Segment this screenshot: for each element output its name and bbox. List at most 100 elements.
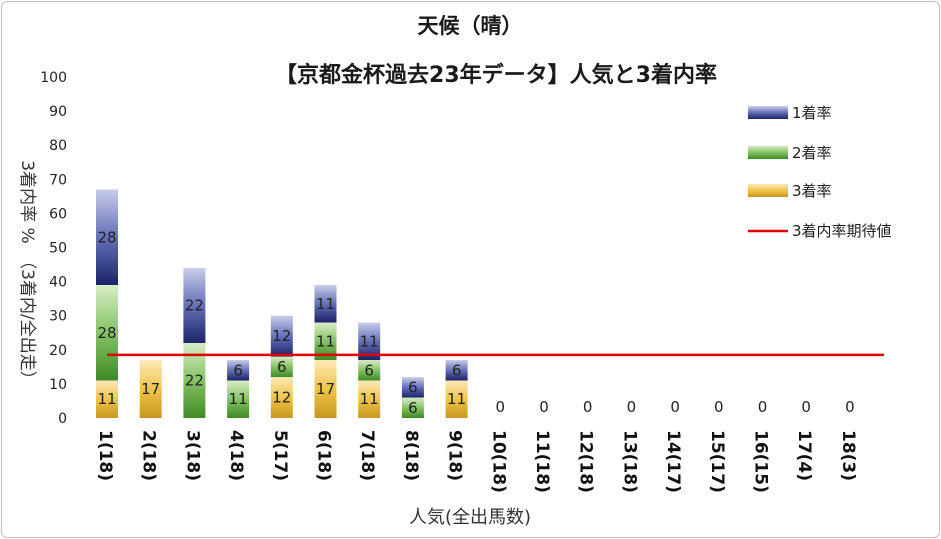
data-label: 28 — [97, 228, 116, 246]
legend-item: 2着率 — [748, 144, 832, 162]
x-tick-label: 2(18) — [139, 430, 159, 481]
bar-segment — [314, 285, 337, 323]
bar-segment — [270, 356, 293, 378]
bar-stack: 0 — [670, 398, 680, 416]
x-tick-label: 15(17) — [707, 430, 727, 493]
x-axis-label: 人気(全出馬数) — [409, 507, 531, 528]
bar-stack: 11 28 28 — [96, 189, 118, 418]
bar-segment — [445, 360, 468, 381]
data-label: 17 — [316, 380, 335, 398]
bar-stack: 0 — [539, 398, 549, 416]
bar-stack: 12 6 12 — [270, 315, 293, 418]
x-tick-label: 17(4) — [794, 430, 814, 481]
y-tick-label: 30 — [49, 309, 67, 325]
y-tick-label: 90 — [49, 104, 67, 120]
x-tick-label: 14(17) — [663, 430, 683, 493]
y-tick-label: 60 — [49, 206, 67, 222]
bar-segment — [270, 315, 293, 357]
x-tick-label: 5(17) — [270, 430, 290, 481]
y-tick-label: 50 — [49, 241, 67, 257]
data-label: 11 — [447, 390, 466, 408]
bar-stack: 17 11 11 — [314, 285, 337, 418]
data-label: 11 — [360, 390, 379, 408]
x-tick-label: 12(18) — [576, 430, 596, 493]
bar-stack: 0 — [627, 398, 637, 416]
bar-segment — [358, 360, 381, 381]
data-label: 22 — [185, 371, 204, 389]
data-label: 11 — [316, 295, 335, 313]
legend-label: 1着率 — [792, 104, 832, 122]
bar-segment — [183, 342, 206, 418]
x-tick-label: 9(18) — [445, 430, 465, 481]
bar-stack: 0 — [845, 398, 855, 416]
bar-stack: 0 — [496, 398, 506, 416]
bar-segment — [314, 360, 337, 418]
bar-stack: 0 — [583, 398, 593, 416]
legend-item: 3着率 — [748, 182, 832, 200]
y-axis-ticks: 0 10 20 30 40 50 60 70 80 90 100 — [40, 70, 67, 427]
legend-item: 3着内率期待値 — [748, 222, 892, 240]
x-tick-label: 3(18) — [182, 430, 202, 481]
y-tick-label: 100 — [40, 70, 67, 86]
bar-segment — [445, 380, 468, 418]
data-label: 11 — [97, 390, 116, 408]
data-label: 0 — [714, 398, 724, 416]
bar-stack: 17 — [139, 360, 162, 418]
bar-stack: 66 — [401, 377, 424, 418]
chart-subtitle: 【京都金杯過去23年データ】人気と3着内率 — [275, 62, 717, 88]
data-label: 12 — [272, 327, 291, 345]
legend-label: 3着内率期待値 — [792, 222, 892, 240]
bar-segment — [358, 380, 381, 418]
bar-stack: 0 — [801, 398, 811, 416]
y-tick-label: 70 — [49, 172, 67, 188]
data-label: 12 — [272, 389, 291, 407]
data-label: 28 — [97, 324, 116, 342]
y-tick-label: 10 — [49, 377, 67, 393]
bar-segment — [96, 380, 118, 418]
x-tick-label: 6(18) — [314, 430, 334, 481]
y-tick-label: 40 — [49, 275, 67, 291]
data-label: 11 — [316, 332, 335, 350]
bar-stack: 11 6 — [227, 360, 250, 418]
bar-segment — [270, 377, 293, 418]
x-axis-ticks: 1(18) 2(18) 3(18) 4(18) 5(17) 6(18) 7(18) 8(18)… — [95, 430, 858, 493]
data-label: 22 — [185, 296, 204, 314]
x-tick-label: 11(18) — [532, 430, 552, 493]
data-label: 6 — [452, 361, 462, 379]
bar-stack: 0 — [714, 398, 724, 416]
legend-item: 1着率 — [748, 104, 832, 122]
bar-stack: 11 6 — [445, 360, 468, 418]
legend-swatch — [748, 106, 788, 119]
data-label: 0 — [758, 398, 768, 416]
x-tick-label: 8(18) — [401, 430, 421, 481]
bar-segment — [358, 322, 381, 361]
data-label: 0 — [670, 398, 680, 416]
x-tick-label: 16(15) — [751, 430, 771, 493]
bar-segment — [401, 397, 424, 418]
bar-segment — [183, 267, 206, 343]
x-tick-label: 18(3) — [838, 430, 858, 481]
data-label: 0 — [496, 398, 506, 416]
data-label: 17 — [141, 380, 160, 398]
data-label: 0 — [539, 398, 549, 416]
data-label: 6 — [408, 399, 418, 417]
data-label: 0 — [801, 398, 811, 416]
data-label: 6 — [364, 361, 374, 379]
data-label: 6 — [277, 358, 287, 376]
data-label: 6 — [233, 361, 243, 379]
x-tick-label: 4(18) — [226, 430, 246, 481]
bar-stack: 11 6 11 — [358, 322, 381, 418]
legend-label: 3着率 — [792, 182, 832, 200]
data-label: 0 — [627, 398, 637, 416]
data-label: 11 — [229, 390, 248, 408]
data-label: 0 — [583, 398, 593, 416]
bar-segment — [227, 360, 250, 381]
x-tick-label: 7(18) — [357, 430, 377, 481]
x-tick-label: 1(18) — [95, 430, 115, 481]
legend: 1着率 2着率 3着率 3着内率期待値 — [748, 104, 892, 240]
x-tick-label: 10(18) — [488, 430, 508, 493]
bar-stack: 22 22 — [183, 267, 206, 418]
data-label: 0 — [845, 398, 855, 416]
